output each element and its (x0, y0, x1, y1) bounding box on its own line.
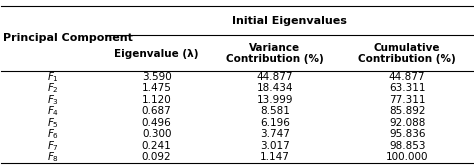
Text: Principal Component: Principal Component (3, 33, 133, 43)
Text: 1.147: 1.147 (260, 152, 290, 162)
Text: $F_7$: $F_7$ (47, 139, 59, 153)
Text: $F_4$: $F_4$ (46, 104, 59, 118)
Text: 85.892: 85.892 (389, 106, 425, 116)
Text: 0.300: 0.300 (142, 129, 172, 139)
Text: 0.241: 0.241 (142, 141, 172, 151)
Text: Variance
Contribution (%): Variance Contribution (%) (226, 43, 324, 64)
Text: 0.496: 0.496 (142, 118, 172, 128)
Text: $F_5$: $F_5$ (47, 116, 59, 130)
Text: Eigenvalue (λ): Eigenvalue (λ) (114, 49, 199, 59)
Text: 0.687: 0.687 (142, 106, 172, 116)
Text: 1.120: 1.120 (142, 95, 172, 105)
Text: 8.581: 8.581 (260, 106, 290, 116)
Text: 63.311: 63.311 (389, 83, 425, 93)
Text: 77.311: 77.311 (389, 95, 425, 105)
Text: 3.747: 3.747 (260, 129, 290, 139)
Text: $F_2$: $F_2$ (47, 81, 59, 95)
Text: 98.853: 98.853 (389, 141, 425, 151)
Text: $F_6$: $F_6$ (46, 127, 59, 141)
Text: Cumulative
Contribution (%): Cumulative Contribution (%) (358, 43, 456, 64)
Text: 44.877: 44.877 (256, 72, 293, 82)
Text: 13.999: 13.999 (256, 95, 293, 105)
Text: 3.590: 3.590 (142, 72, 172, 82)
Text: 92.088: 92.088 (389, 118, 425, 128)
Text: 6.196: 6.196 (260, 118, 290, 128)
Text: 18.434: 18.434 (256, 83, 293, 93)
Text: $F_3$: $F_3$ (46, 93, 59, 107)
Text: 3.017: 3.017 (260, 141, 290, 151)
Text: 44.877: 44.877 (389, 72, 425, 82)
Text: 1.475: 1.475 (142, 83, 172, 93)
Text: $F_1$: $F_1$ (47, 70, 59, 84)
Text: 95.836: 95.836 (389, 129, 425, 139)
Text: Initial Eigenvalues: Initial Eigenvalues (232, 16, 346, 26)
Text: 0.092: 0.092 (142, 152, 172, 162)
Text: 100.000: 100.000 (386, 152, 428, 162)
Text: $F_8$: $F_8$ (46, 150, 59, 164)
